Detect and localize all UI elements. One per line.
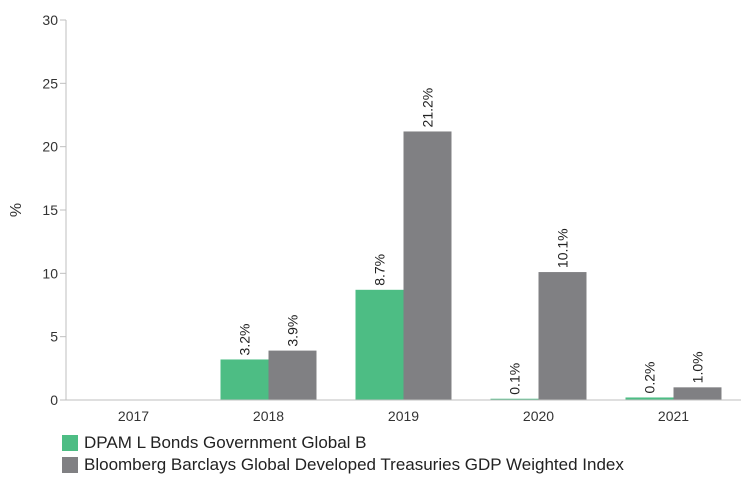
- bar-fund-2021: [625, 397, 674, 400]
- y-tick-label: 30: [42, 12, 58, 28]
- legend-swatch-index: [62, 457, 78, 473]
- legend-swatch-fund: [62, 435, 78, 451]
- legend-item-fund: DPAM L Bonds Government Global B: [62, 432, 624, 454]
- y-tick-label: 20: [42, 139, 58, 155]
- x-axis: 2017 2018 2019 2020 2021: [66, 399, 741, 424]
- bar-index-2020: [538, 272, 587, 400]
- y-axis-title: %: [8, 203, 25, 217]
- data-label: 0.1%: [507, 363, 523, 395]
- bar-chart: 0 5 10 15 20 25 30 % 3.2% 8.7% 0.1% 0.2% 3.9% 21.2%…: [8, 12, 741, 424]
- data-label: 0.2%: [642, 362, 658, 394]
- y-tick-label: 15: [42, 202, 58, 218]
- bars: 3.2% 8.7% 0.1% 0.2% 3.9% 21.2% 10.1% 1.0%: [220, 88, 722, 400]
- bar-fund-2019: [355, 289, 404, 400]
- bar-fund-2020: [490, 398, 539, 400]
- y-tick-label: 5: [50, 329, 58, 345]
- data-label: 1.0%: [690, 351, 706, 383]
- x-tick-label: 2021: [658, 408, 689, 424]
- data-label: 3.9%: [285, 315, 301, 347]
- x-tick-label: 2019: [388, 408, 419, 424]
- bar-index-2019: [403, 131, 452, 400]
- data-label: 10.1%: [555, 228, 571, 268]
- bar-index-2018: [268, 350, 317, 400]
- y-tick-label: 10: [42, 265, 58, 281]
- bar-index-2021: [673, 387, 722, 400]
- x-tick-label: 2018: [253, 408, 284, 424]
- legend-label-fund: DPAM L Bonds Government Global B: [84, 433, 367, 452]
- y-tick-label: 0: [50, 392, 58, 408]
- data-label: 3.2%: [237, 324, 253, 356]
- x-tick-label: 2020: [523, 408, 554, 424]
- legend: DPAM L Bonds Government Global B Bloombe…: [62, 432, 624, 476]
- data-label: 8.7%: [372, 254, 388, 286]
- y-tick-label: 25: [42, 75, 58, 91]
- bar-fund-2018: [220, 359, 269, 400]
- y-axis: 0 5 10 15 20 25 30: [42, 12, 67, 408]
- data-label: 21.2%: [420, 88, 436, 128]
- legend-item-index: Bloomberg Barclays Global Developed Trea…: [62, 454, 624, 476]
- x-tick-label: 2017: [118, 408, 149, 424]
- legend-label-index: Bloomberg Barclays Global Developed Trea…: [84, 455, 624, 474]
